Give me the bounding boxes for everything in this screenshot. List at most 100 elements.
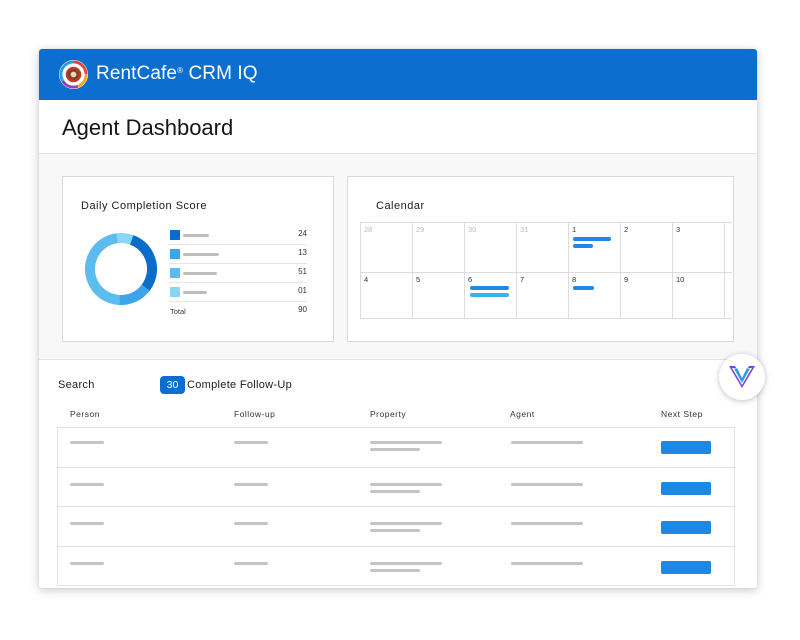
column-header-followup[interactable]: Follow-up	[234, 409, 276, 419]
property-placeholder	[370, 568, 420, 572]
calendar-event[interactable]	[573, 237, 611, 241]
agent-placeholder	[511, 441, 583, 444]
followup-placeholder	[234, 482, 268, 486]
calendar-bottom-line	[360, 318, 732, 319]
person-placeholder	[70, 441, 104, 444]
day-number: 2	[624, 225, 629, 234]
legend-row: 01	[169, 283, 307, 302]
property-placeholder	[370, 482, 442, 486]
property-placeholder	[370, 561, 442, 565]
legend-total-value: 90	[298, 305, 307, 314]
calendar-day[interactable]: 30	[464, 222, 516, 272]
day-number: 29	[416, 225, 425, 234]
day-number: 9	[624, 275, 629, 284]
calendar-day[interactable]: 29	[412, 222, 464, 272]
legend-label-placeholder	[183, 272, 217, 275]
legend-value: 24	[298, 229, 307, 238]
next-step-button[interactable]	[661, 560, 711, 574]
legend-swatch	[170, 249, 180, 259]
calendar-event[interactable]	[470, 286, 509, 290]
day-number: 6	[468, 275, 473, 284]
rentcafe-logo-icon	[58, 59, 89, 90]
table-body	[57, 427, 735, 586]
column-header-property[interactable]: Property	[370, 409, 407, 419]
property-placeholder	[370, 448, 420, 451]
calendar-day[interactable]: 2	[620, 222, 672, 272]
next-step-button[interactable]	[661, 441, 711, 454]
legend-value: 51	[298, 267, 307, 276]
day-number: 3	[676, 225, 681, 234]
calendar-day[interactable]: 9	[620, 272, 672, 318]
completion-donut-chart	[85, 233, 157, 305]
table-row[interactable]	[58, 507, 734, 547]
table-row[interactable]	[58, 428, 734, 468]
table-row[interactable]	[58, 546, 734, 586]
legend-value: 13	[298, 248, 307, 257]
followup-toolbar: Search 30 Complete Follow-Up	[39, 369, 757, 401]
legend-swatch	[170, 287, 180, 297]
followup-count-badge: 30	[160, 376, 185, 394]
person-placeholder	[70, 522, 104, 525]
followup-placeholder	[234, 441, 268, 444]
legend-total-label: Total	[170, 307, 186, 316]
agent-placeholder	[511, 522, 583, 525]
app-header: RentCafe® CRM IQ	[39, 49, 757, 100]
page-title-bar: Agent Dashboard	[39, 100, 757, 154]
calendar-day[interactable]: 8	[568, 272, 620, 318]
column-header-person[interactable]: Person	[70, 409, 100, 419]
day-number: 1	[572, 225, 577, 234]
calendar-day[interactable]: 1	[568, 222, 620, 272]
property-placeholder	[370, 489, 420, 493]
complete-followup-filter[interactable]: Complete Follow-Up	[187, 379, 293, 391]
legend-label-placeholder	[183, 253, 219, 256]
yardi-assistant-button[interactable]	[719, 354, 765, 400]
calendar-day[interactable]: 4	[360, 272, 412, 318]
legend-row: 51	[169, 264, 307, 283]
property-placeholder	[370, 522, 442, 525]
legend-swatch	[170, 268, 180, 278]
calendar-edge	[724, 272, 732, 318]
calendar-event[interactable]	[470, 293, 509, 297]
card-title: Daily Completion Score	[81, 200, 207, 212]
property-placeholder	[370, 441, 442, 444]
person-placeholder	[70, 482, 104, 486]
calendar-day[interactable]: 6	[464, 272, 516, 318]
calendar-edge	[724, 222, 732, 272]
property-placeholder	[370, 529, 420, 532]
day-number: 10	[676, 275, 685, 284]
column-header-next-step[interactable]: Next Step	[661, 409, 703, 419]
table-row[interactable]	[58, 467, 734, 507]
calendar-day[interactable]: 31	[516, 222, 568, 272]
column-header-agent[interactable]: Agent	[510, 409, 535, 419]
person-placeholder	[70, 561, 104, 565]
calendar-event[interactable]	[573, 244, 593, 248]
next-step-button[interactable]	[661, 521, 711, 534]
search-button[interactable]: Search	[58, 379, 95, 391]
agent-placeholder	[511, 482, 583, 486]
legend-row: 24	[169, 226, 307, 245]
legend-label-placeholder	[183, 234, 209, 237]
legend-swatch	[170, 230, 180, 240]
yardi-chevron-logo-icon	[729, 366, 755, 388]
legend-value: 01	[298, 286, 307, 295]
calendar-event[interactable]	[573, 286, 594, 290]
legend-label-placeholder	[183, 291, 207, 294]
agent-placeholder	[511, 561, 583, 565]
app-window: RentCafe® CRM IQ Agent Dashboard Daily C…	[39, 49, 757, 588]
day-number: 30	[468, 225, 477, 234]
calendar-day[interactable]: 7	[516, 272, 568, 318]
calendar-day[interactable]: 3	[672, 222, 724, 272]
followup-placeholder	[234, 522, 268, 525]
calendar-day[interactable]: 5	[412, 272, 464, 318]
card-title: Calendar	[376, 200, 425, 212]
day-number: 4	[364, 275, 369, 284]
followup-placeholder	[234, 561, 268, 565]
legend-row: 13	[169, 245, 307, 264]
calendar-card: Calendar 28 29 30 31 1 2 3 4 5 6 7	[347, 176, 734, 342]
calendar-day[interactable]: 28	[360, 222, 412, 272]
calendar-day[interactable]: 10	[672, 272, 724, 318]
next-step-button[interactable]	[661, 481, 711, 495]
day-number: 8	[572, 275, 577, 284]
legend-total-row: Total 90	[169, 302, 307, 321]
day-number: 7	[520, 275, 525, 284]
